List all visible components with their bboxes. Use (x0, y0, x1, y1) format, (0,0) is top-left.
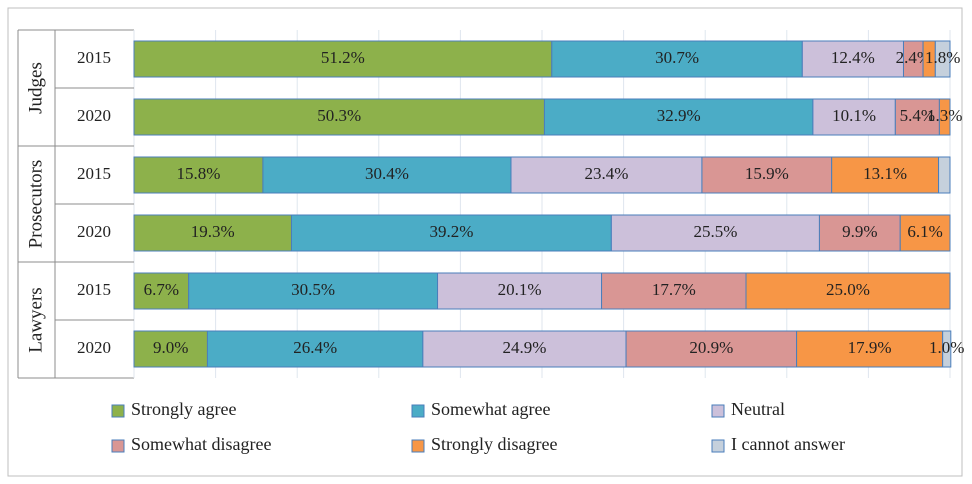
bar-segment (942, 330, 952, 368)
data-label: 20.1% (498, 280, 542, 299)
bar-segment (206, 330, 424, 368)
data-label: 17.7% (652, 280, 696, 299)
bar-segment (899, 214, 951, 252)
legend-label: Strongly agree (131, 399, 236, 419)
legend-swatch (111, 439, 125, 453)
data-label: 5.4% (900, 106, 935, 125)
bar-segment (133, 272, 190, 310)
data-label: 6.1% (907, 222, 942, 241)
legend-label: Somewhat disagree (131, 434, 271, 454)
data-label: 19.3% (191, 222, 235, 241)
data-label: 15.9% (745, 164, 789, 183)
legend-label: Strongly disagree (431, 434, 557, 454)
data-label: 30.7% (655, 48, 699, 67)
bar-segment (818, 214, 901, 252)
data-label: 6.7% (144, 280, 179, 299)
y-tick-label: 2020 (77, 222, 111, 241)
y-tick-label: 2020 (77, 338, 111, 357)
data-label: 30.5% (291, 280, 335, 299)
data-label: 24.9% (502, 338, 546, 357)
legend-swatch (411, 439, 425, 453)
bar-segment (290, 214, 612, 252)
data-label: 39.2% (429, 222, 473, 241)
data-label: 20.9% (689, 338, 733, 357)
bar-segment (133, 214, 292, 252)
legend-label: I cannot answer (731, 434, 845, 454)
data-label: 9.9% (842, 222, 877, 241)
legend-swatch (711, 439, 725, 453)
data-label: 51.2% (321, 48, 365, 67)
bar-segment (510, 156, 703, 194)
data-label: 17.9% (848, 338, 892, 357)
data-label: 50.3% (317, 106, 361, 125)
bar-segment (934, 40, 951, 78)
y-tick-label: 2020 (77, 106, 111, 125)
bar-segment (812, 98, 896, 136)
group-label: Lawyers (25, 287, 46, 352)
bar-segment (745, 272, 951, 310)
legend-label: Neutral (731, 399, 785, 419)
data-label: 1.8% (925, 48, 960, 67)
bar-segment (701, 156, 833, 194)
data-label: 25.5% (693, 222, 737, 241)
data-label: 12.4% (831, 48, 875, 67)
bar-segment (938, 156, 951, 194)
data-label: 26.4% (293, 338, 337, 357)
data-label: 15.8% (177, 164, 221, 183)
legend-swatch (711, 404, 725, 418)
data-label: 30.4% (365, 164, 409, 183)
y-tick-label: 2015 (77, 164, 111, 183)
data-label: 25.0% (826, 280, 870, 299)
bar-segment (801, 40, 904, 78)
group-label: Judges (25, 62, 46, 114)
y-tick-label: 2015 (77, 48, 111, 67)
bar-segment (422, 330, 627, 368)
data-label: 23.4% (585, 164, 629, 183)
bar-segment (551, 40, 803, 78)
data-label: 1.0% (929, 338, 964, 357)
bar-segment (610, 214, 820, 252)
data-label: 32.9% (657, 106, 701, 125)
y-tick-label: 2015 (77, 280, 111, 299)
bar-segment (938, 98, 951, 136)
group-label: Prosecutors (25, 160, 46, 249)
bar-segment (601, 272, 747, 310)
data-label: 2.4% (896, 48, 931, 67)
bar-segment (543, 98, 814, 136)
bar-segment (133, 156, 264, 194)
legend-swatch (411, 404, 425, 418)
data-label: 1.3% (927, 106, 962, 125)
bar-segment (188, 272, 439, 310)
legend-swatch (111, 404, 125, 418)
data-label: 13.1% (863, 164, 907, 183)
bar-segment (133, 98, 545, 136)
bar-segment (894, 98, 940, 136)
legend-label: Somewhat agree (431, 399, 550, 419)
bar-segment (262, 156, 512, 194)
data-label: 10.1% (832, 106, 876, 125)
bar-segment (625, 330, 798, 368)
data-label: 9.0% (153, 338, 188, 357)
bar-segment (831, 156, 940, 194)
